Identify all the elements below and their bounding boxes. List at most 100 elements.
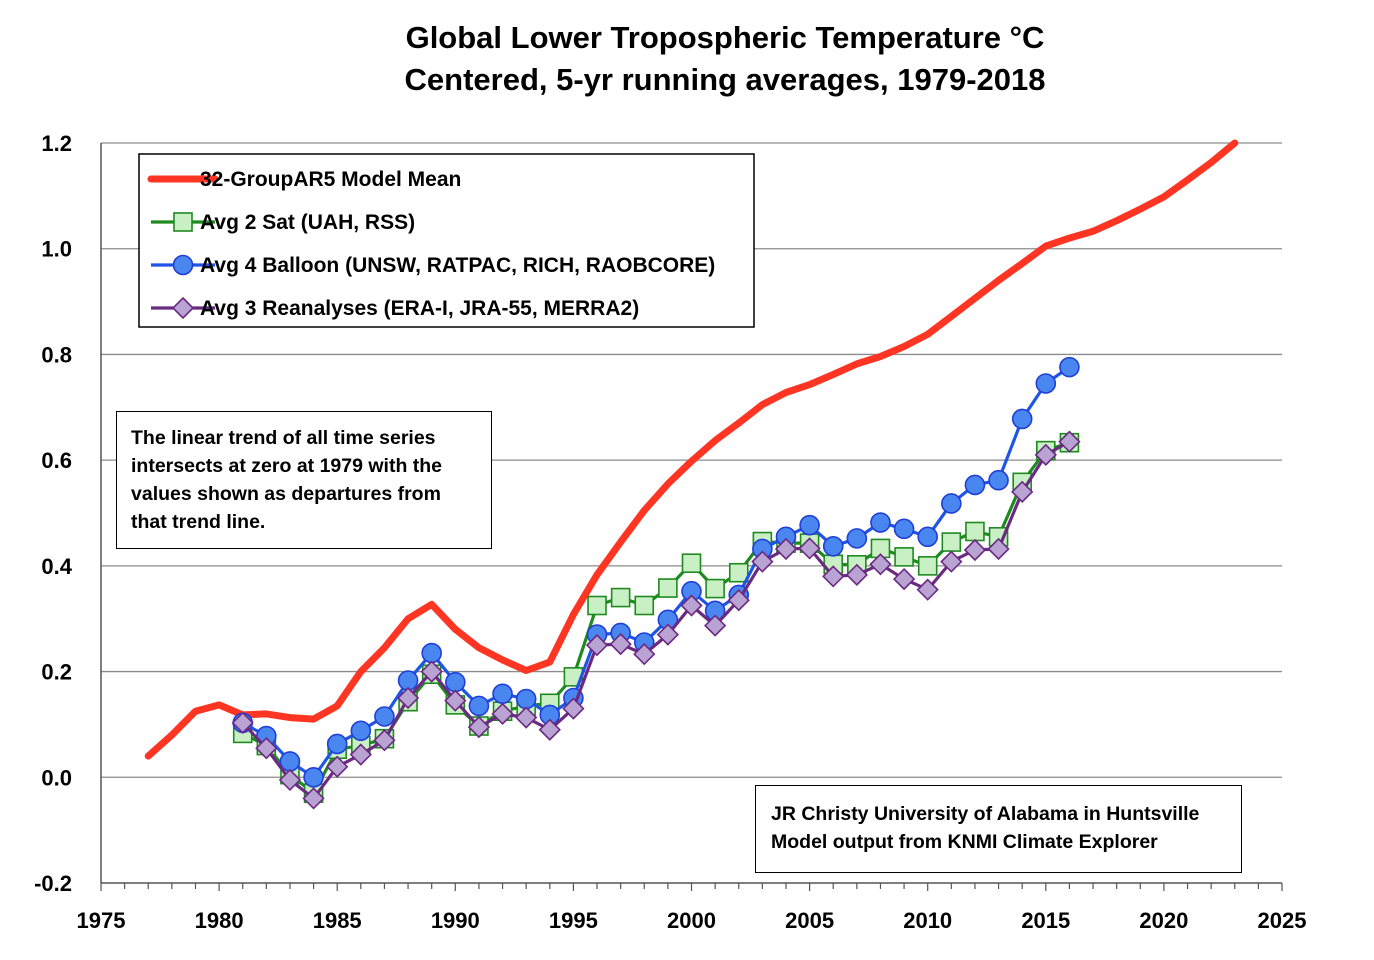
data-point — [491, 702, 514, 725]
y-tick-label: 0.2 — [41, 660, 72, 685]
data-point — [917, 526, 939, 548]
data-point — [680, 594, 703, 617]
y-tick-label: 0.0 — [41, 765, 72, 790]
credit-note-line: JR Christy University of Alabama in Hunt… — [771, 803, 1200, 825]
data-point — [373, 729, 396, 752]
data-point — [799, 514, 820, 536]
data-point — [374, 706, 395, 727]
data-point — [468, 695, 490, 717]
legend-label: Avg 3 Reanalyses (ERA-I, JRA-55, MERRA2) — [200, 297, 639, 320]
y-tick-label: 0.8 — [41, 342, 72, 367]
data-point — [728, 562, 749, 583]
x-tick-label: 2005 — [785, 908, 834, 933]
legend-label: 32-GroupAR5 Model Mean — [200, 168, 461, 191]
data-point — [1058, 430, 1081, 453]
credit-note-line: Model output from KNMI Climate Explorer — [771, 831, 1158, 853]
trend-note-line: intersects at zero at 1979 with the — [131, 455, 443, 477]
data-point — [1011, 408, 1033, 430]
data-point — [940, 550, 963, 573]
data-point — [255, 737, 278, 760]
data-point — [515, 706, 538, 729]
data-point — [1035, 373, 1057, 394]
data-point — [587, 595, 607, 616]
data-point — [893, 518, 915, 540]
data-point — [917, 556, 938, 576]
data-point — [231, 711, 254, 734]
data-point — [705, 578, 725, 599]
trend-note-line: The linear trend of all time series — [131, 427, 436, 449]
x-tick-label: 2025 — [1258, 908, 1307, 933]
data-point — [1059, 356, 1080, 378]
legend-swatch-marker — [171, 296, 195, 320]
data-point — [870, 512, 891, 533]
data-point — [965, 521, 985, 542]
data-point — [1034, 443, 1057, 466]
trend-note-line: values shown as departures from — [131, 483, 441, 505]
x-tick-label: 1990 — [431, 908, 480, 933]
data-point — [562, 697, 585, 720]
data-point — [846, 528, 868, 549]
x-tick-label: 2020 — [1139, 908, 1188, 933]
x-tick-label: 2000 — [667, 908, 716, 933]
chart-title: Global Lower Tropospheric Temperature °C — [405, 20, 1045, 55]
data-point — [727, 589, 750, 612]
data-point — [467, 715, 491, 739]
data-point — [279, 751, 301, 772]
data-point — [326, 755, 349, 778]
data-point — [396, 686, 420, 710]
data-point — [892, 567, 916, 591]
data-point — [421, 642, 442, 664]
data-point — [822, 535, 844, 557]
data-point — [774, 537, 798, 561]
data-point — [609, 632, 632, 656]
data-point — [278, 768, 302, 792]
x-tick-label: 2010 — [903, 908, 952, 933]
data-point — [987, 537, 1010, 561]
legend-swatch-marker — [173, 212, 193, 232]
data-point — [941, 493, 962, 514]
data-point — [658, 578, 678, 598]
data-point — [894, 547, 914, 567]
x-tick-label: 1980 — [195, 908, 244, 933]
legend-label: Avg 4 Balloon (UNSW, RATPAC, RICH, RAOBC… — [200, 254, 715, 277]
legend-label: Avg 2 Sat (UAH, RSS) — [200, 211, 415, 234]
data-point — [633, 642, 656, 666]
data-point — [916, 578, 939, 601]
trend-note-line: that trend line. — [131, 511, 266, 533]
data-point — [303, 766, 324, 788]
legend-swatch-marker — [172, 254, 194, 276]
data-point — [845, 563, 868, 586]
data-point — [302, 787, 325, 810]
y-tick-label: 0.6 — [41, 448, 72, 473]
data-point — [869, 553, 892, 576]
data-point — [585, 634, 609, 657]
data-point — [634, 595, 655, 616]
data-point — [492, 683, 513, 705]
data-point — [444, 689, 467, 712]
data-point — [703, 614, 727, 637]
x-tick-label: 1995 — [549, 908, 598, 933]
data-point — [420, 660, 443, 683]
legend-box — [138, 153, 755, 328]
data-point — [941, 532, 962, 552]
x-tick-label: 1985 — [313, 908, 362, 933]
data-point — [538, 718, 561, 741]
chart-subtitle: Centered, 5-yr running averages, 1979-20… — [404, 62, 1046, 97]
y-tick-label: -0.2 — [34, 871, 72, 896]
credit-note-box: JR Christy University of Alabama in Hunt… — [755, 785, 1242, 873]
data-point — [963, 538, 987, 562]
data-point — [610, 587, 631, 608]
data-point — [988, 469, 1009, 491]
data-point — [444, 671, 466, 693]
data-point — [681, 553, 702, 574]
trend-note-box: The linear trend of all time series inte… — [116, 411, 492, 549]
data-point — [964, 474, 986, 496]
data-point — [349, 743, 372, 766]
data-point — [751, 550, 774, 573]
series-line — [144, 139, 1239, 760]
x-tick-label: 1975 — [77, 908, 126, 933]
data-point — [1011, 480, 1034, 503]
data-point — [798, 537, 821, 560]
data-point — [656, 623, 680, 646]
